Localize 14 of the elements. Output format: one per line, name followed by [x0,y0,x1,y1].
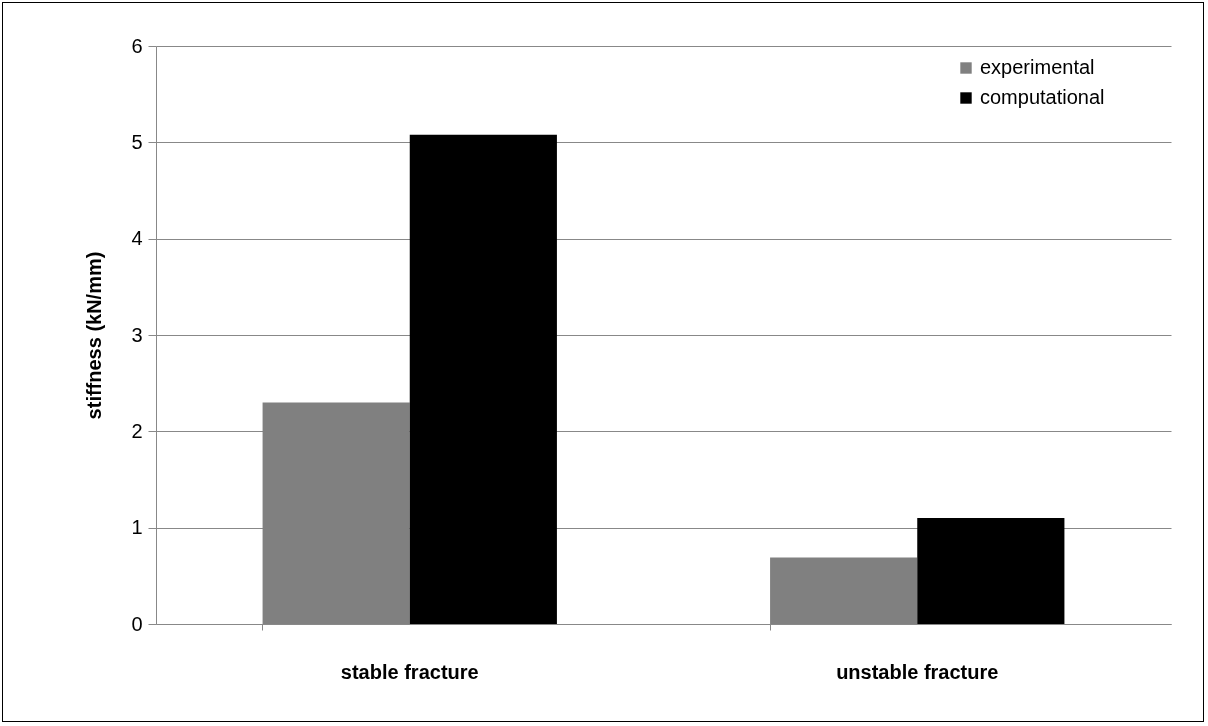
y-axis-title: stiffness (kN/mm) [83,251,106,420]
x-tick-label: stable fracture [340,660,479,683]
y-tick-label: 0 [131,612,143,635]
legend-label: experimental [980,56,1095,78]
x-tick-label: unstable fracture [836,660,999,683]
bar [409,134,557,624]
y-tick-label: 2 [131,419,143,442]
bar [917,518,1065,624]
legend-label: computational [980,86,1105,108]
y-tick-label: 3 [131,323,143,346]
y-tick-label: 4 [131,227,143,250]
y-tick-label: 6 [131,34,143,57]
y-tick-label: 5 [131,130,143,153]
y-tick-label: 1 [131,516,143,539]
